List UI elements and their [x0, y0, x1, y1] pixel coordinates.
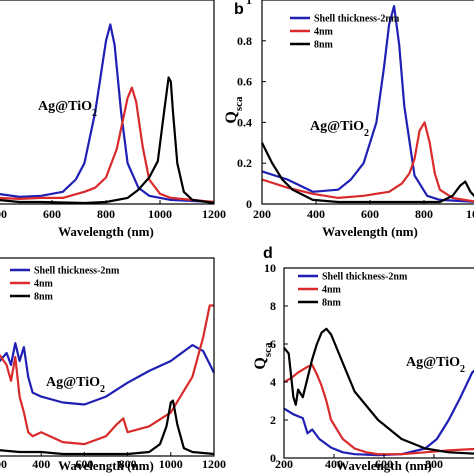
legend-entry: 8nm	[314, 40, 334, 51]
panel-4: 2004006008001000246810Wavelength (nm)Qsc…	[252, 245, 474, 473]
y-tick-label: 4	[270, 375, 276, 389]
y-tick-label: 0.6	[237, 75, 252, 89]
x-tick-label: 1200	[202, 207, 226, 221]
x-tick-label: 800	[425, 457, 443, 471]
y-tick-label: 2	[270, 413, 276, 427]
x-tick-label: 200	[253, 207, 271, 221]
series-line-3	[261, 142, 474, 204]
y-tick-label: 0.2	[237, 156, 252, 170]
panel-2: 200 400 600 800 1000 0 0.2 0.4 0.6 0.8 1 Wavelength…	[223, 0, 474, 239]
x-tick-label: 400	[307, 207, 325, 221]
y-tick-label: 0	[270, 451, 276, 465]
series-line-2	[0, 86, 215, 204]
legend-entry: 8nm	[322, 298, 342, 309]
x-tick-label: 1000	[466, 207, 474, 221]
x-tick-label: 200	[275, 457, 293, 471]
x-tick-label: 400	[32, 457, 50, 471]
x-tick-label: 800	[119, 457, 137, 471]
material-annotation: Ag@TiO2	[46, 375, 105, 395]
y-tick-label: 0.8	[237, 34, 252, 48]
y-tick-label: 1	[246, 0, 252, 7]
material-annotation: Ag@TiO2	[38, 99, 97, 119]
x-tick-label: 200	[0, 457, 7, 471]
series-line-2	[0, 304, 214, 446]
series-line-2	[261, 121, 474, 203]
series-line-1	[283, 369, 474, 457]
x-tick-label: 600	[361, 207, 379, 221]
legend-entry: Shell thickness-2nm	[314, 14, 400, 25]
y-tick-label: 10	[264, 261, 276, 275]
y-tick-label: 6	[270, 337, 276, 351]
x-axis-label: Wavelength (nm)	[322, 224, 418, 239]
x-axis-label: Wavelength (nm)	[58, 458, 154, 473]
y-tick-label: 8	[270, 299, 276, 313]
plot-frame	[0, 257, 215, 457]
series-line-1	[261, 5, 474, 203]
legend-entry: Shell thickness-2nm	[322, 272, 408, 283]
material-annotation: Ag@TiO2	[310, 119, 369, 139]
x-tick-label: 1000	[148, 207, 172, 221]
legend-entry: 4nm	[322, 285, 342, 296]
series-line-3	[0, 76, 215, 205]
series-line-1	[0, 23, 215, 204]
legend-entry: 4nm	[34, 279, 54, 290]
x-tick-label: 800	[97, 207, 115, 221]
panel-label: d	[263, 245, 273, 262]
series-line-3	[0, 399, 215, 456]
y-axis-label: Qsca	[252, 342, 274, 370]
y-tick-label: 0.4	[237, 115, 252, 129]
x-tick-label: 600	[375, 457, 393, 471]
series-line-2	[283, 363, 474, 456]
panel-label: b	[234, 1, 244, 18]
x-tick-label: 1200	[202, 457, 226, 471]
x-tick-label: 800	[415, 207, 433, 221]
x-tick-label: 1000	[159, 457, 183, 471]
x-tick-label: 400	[325, 457, 343, 471]
material-annotation: Ag@TiO2	[406, 355, 465, 375]
y-axis-label: Qsca	[223, 96, 245, 124]
legend-entry: Shell thickness-2nm	[34, 266, 120, 277]
panel-3: 200 400 600 800 1000 1200 Wavelength (nm) Ag@Ti…	[0, 257, 226, 473]
series-line-1	[0, 342, 215, 406]
x-tick-label: 600	[43, 207, 61, 221]
x-tick-label: 600	[75, 457, 93, 471]
x-tick-label: 400	[0, 207, 7, 221]
x-axis-label: Wavelength (nm)	[58, 224, 154, 239]
x-axis-label: Wavelength (nm)	[336, 458, 432, 473]
legend-entry: 4nm	[314, 27, 334, 38]
panel-1: 400 600 800 1000 1200 Wavelength (nm) Ag@TiO2	[0, 0, 226, 239]
legend-entry: 8nm	[34, 292, 54, 303]
y-tick-label: 0	[246, 197, 252, 211]
series-line-3	[283, 327, 474, 455]
